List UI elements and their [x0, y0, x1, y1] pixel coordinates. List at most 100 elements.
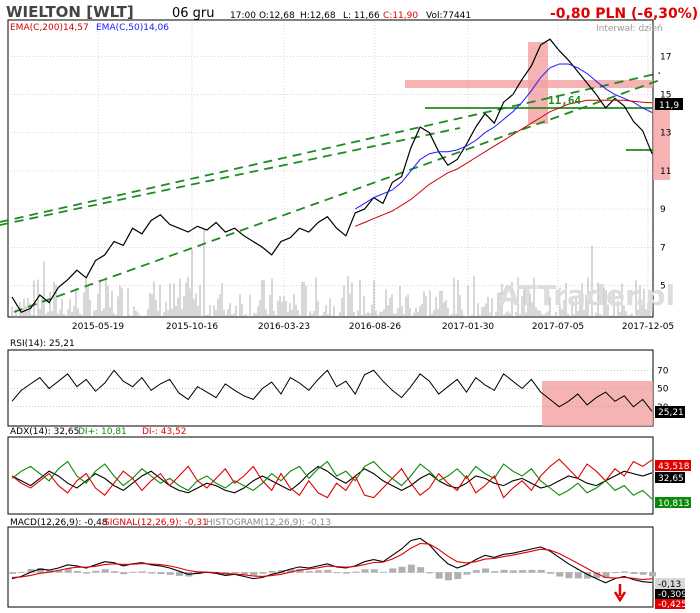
adx-last-badge [655, 472, 685, 483]
di-minus-legend: DI-: 43,52 [142, 427, 187, 437]
low-label: L: 11,66 [343, 11, 380, 21]
histogram-bar [537, 569, 545, 573]
histogram-bar [268, 570, 276, 573]
histogram-bar [83, 572, 91, 574]
date-axis: 2015-05-19 2015-10-16 2016-03-23 2016-08-26… [72, 22, 674, 332]
histogram-bar [611, 572, 619, 574]
date-tick-label: 2015-10-16 [166, 322, 219, 332]
histogram-bar [519, 570, 527, 573]
close-label: C:11,90 [383, 11, 418, 21]
channel-upper-line [0, 72, 661, 223]
rsi-legend: RSI(14): 25,21 [10, 339, 75, 349]
price-tick-label: 9 [660, 205, 666, 215]
adx-panel-frame [7, 436, 654, 515]
rsi-oversold-zone [542, 381, 653, 426]
histogram-bar [64, 568, 72, 573]
histogram-bar [315, 570, 323, 573]
macd-signal-arrow [613, 584, 627, 603]
adx-last-label: 32,65 [658, 474, 684, 484]
histogram-bar [342, 572, 350, 574]
histogram-bar [111, 571, 119, 573]
histogram-bar [463, 572, 471, 575]
histogram-bar [259, 572, 267, 574]
di-plus-last-badge [655, 497, 691, 508]
open-label: O:12,68 [259, 11, 295, 21]
last-price-label: 11,9 [659, 101, 679, 111]
histogram-bar [92, 570, 100, 573]
signal-last-label: -0,425 [658, 600, 687, 610]
price-series-group [11, 38, 653, 313]
date-tick-label: 2017-01-30 [442, 322, 495, 332]
ticker-label: WIELTON [WLT] [6, 3, 134, 21]
histogram-bar [472, 570, 480, 573]
di_minus-series-line [11, 458, 653, 499]
histogram-bar [528, 569, 536, 573]
signal-last-badge [655, 599, 685, 609]
histogram-bar [277, 570, 285, 573]
last-price-badge [655, 98, 683, 110]
channel-lower-line [13, 79, 661, 313]
histogram-bar [584, 572, 592, 579]
ema200-series-line [355, 99, 653, 227]
histogram-bar [250, 572, 258, 576]
adx-legend: ADX(14): 32,65 [10, 427, 79, 437]
histogram-bar [621, 571, 629, 573]
histogram-bar [361, 569, 369, 573]
histogram-bar [333, 572, 341, 574]
histogram-bar [120, 572, 128, 575]
macd-panel-frame [7, 526, 654, 608]
histogram-bar [101, 569, 109, 573]
signal-legend: SIGNAL(12,26,9): -0,31 [104, 518, 208, 528]
histogram-bar [157, 572, 165, 574]
histogram-bar [398, 566, 406, 573]
histogram-bar [352, 571, 360, 573]
di_plus-series-line [11, 460, 653, 500]
price-axis: 5 7 9 11 13 15 17 [8, 52, 671, 291]
histogram-bar [593, 572, 601, 578]
rsi-series-line [11, 369, 653, 412]
price-tick-label: 11 [660, 167, 671, 177]
histogram-bar [649, 572, 656, 577]
rsi-tick-label: 50 [657, 385, 669, 395]
histogram-bar [36, 568, 44, 573]
date-tick-label: 2015-05-19 [72, 322, 125, 332]
histogram-bar [166, 572, 174, 575]
histogram-bar [630, 572, 638, 574]
date-tick-label: 2017-07-05 [532, 322, 584, 332]
histogram-bar [454, 572, 462, 580]
ema50-series-line [354, 63, 653, 210]
di-minus-last-label: 43,518 [658, 462, 690, 472]
macd-last-label: -0,309 [658, 590, 687, 600]
histogram-bar [296, 569, 304, 573]
histogram-bar [287, 569, 295, 573]
histogram-bar [148, 572, 156, 574]
ema200-legend: EMA(C,200)14,57 [10, 23, 89, 33]
macd-series-line [11, 537, 653, 584]
histogram-bar [324, 569, 332, 573]
histogram-bar [426, 572, 434, 574]
macd-legend: MACD(12,26,9): -0,48 [10, 518, 108, 528]
date-tick-label: 2016-08-26 [349, 322, 402, 332]
price-series-line [11, 38, 653, 313]
histogram-bar [435, 572, 443, 579]
histogram-bar [639, 572, 647, 575]
rsi-tick-label: 70 [657, 366, 669, 376]
histogram-bar [546, 572, 554, 574]
histogram-bar [417, 567, 425, 573]
price-tick-label: 15 [660, 91, 671, 101]
histogram-bar [565, 572, 573, 579]
histogram-bar [73, 570, 81, 573]
support-price-label: 11,64 [548, 94, 581, 107]
date-tick-label: 2016-03-23 [258, 322, 310, 332]
histogram-legend: HISTOGRAM(12,26,9): -0,13 [206, 518, 331, 528]
histogram-bar [491, 571, 499, 573]
rsi-last-badge [655, 406, 685, 418]
change-label: -0,80 PLN (-6,30%) [550, 6, 698, 22]
histogram-bar [556, 572, 564, 577]
channel-mid-line [0, 127, 461, 226]
histogram-last-label: -0,13 [658, 580, 681, 590]
histogram-bar [46, 570, 54, 573]
price-tick-label: 5 [660, 281, 666, 291]
price-tick-label: 7 [660, 243, 666, 253]
